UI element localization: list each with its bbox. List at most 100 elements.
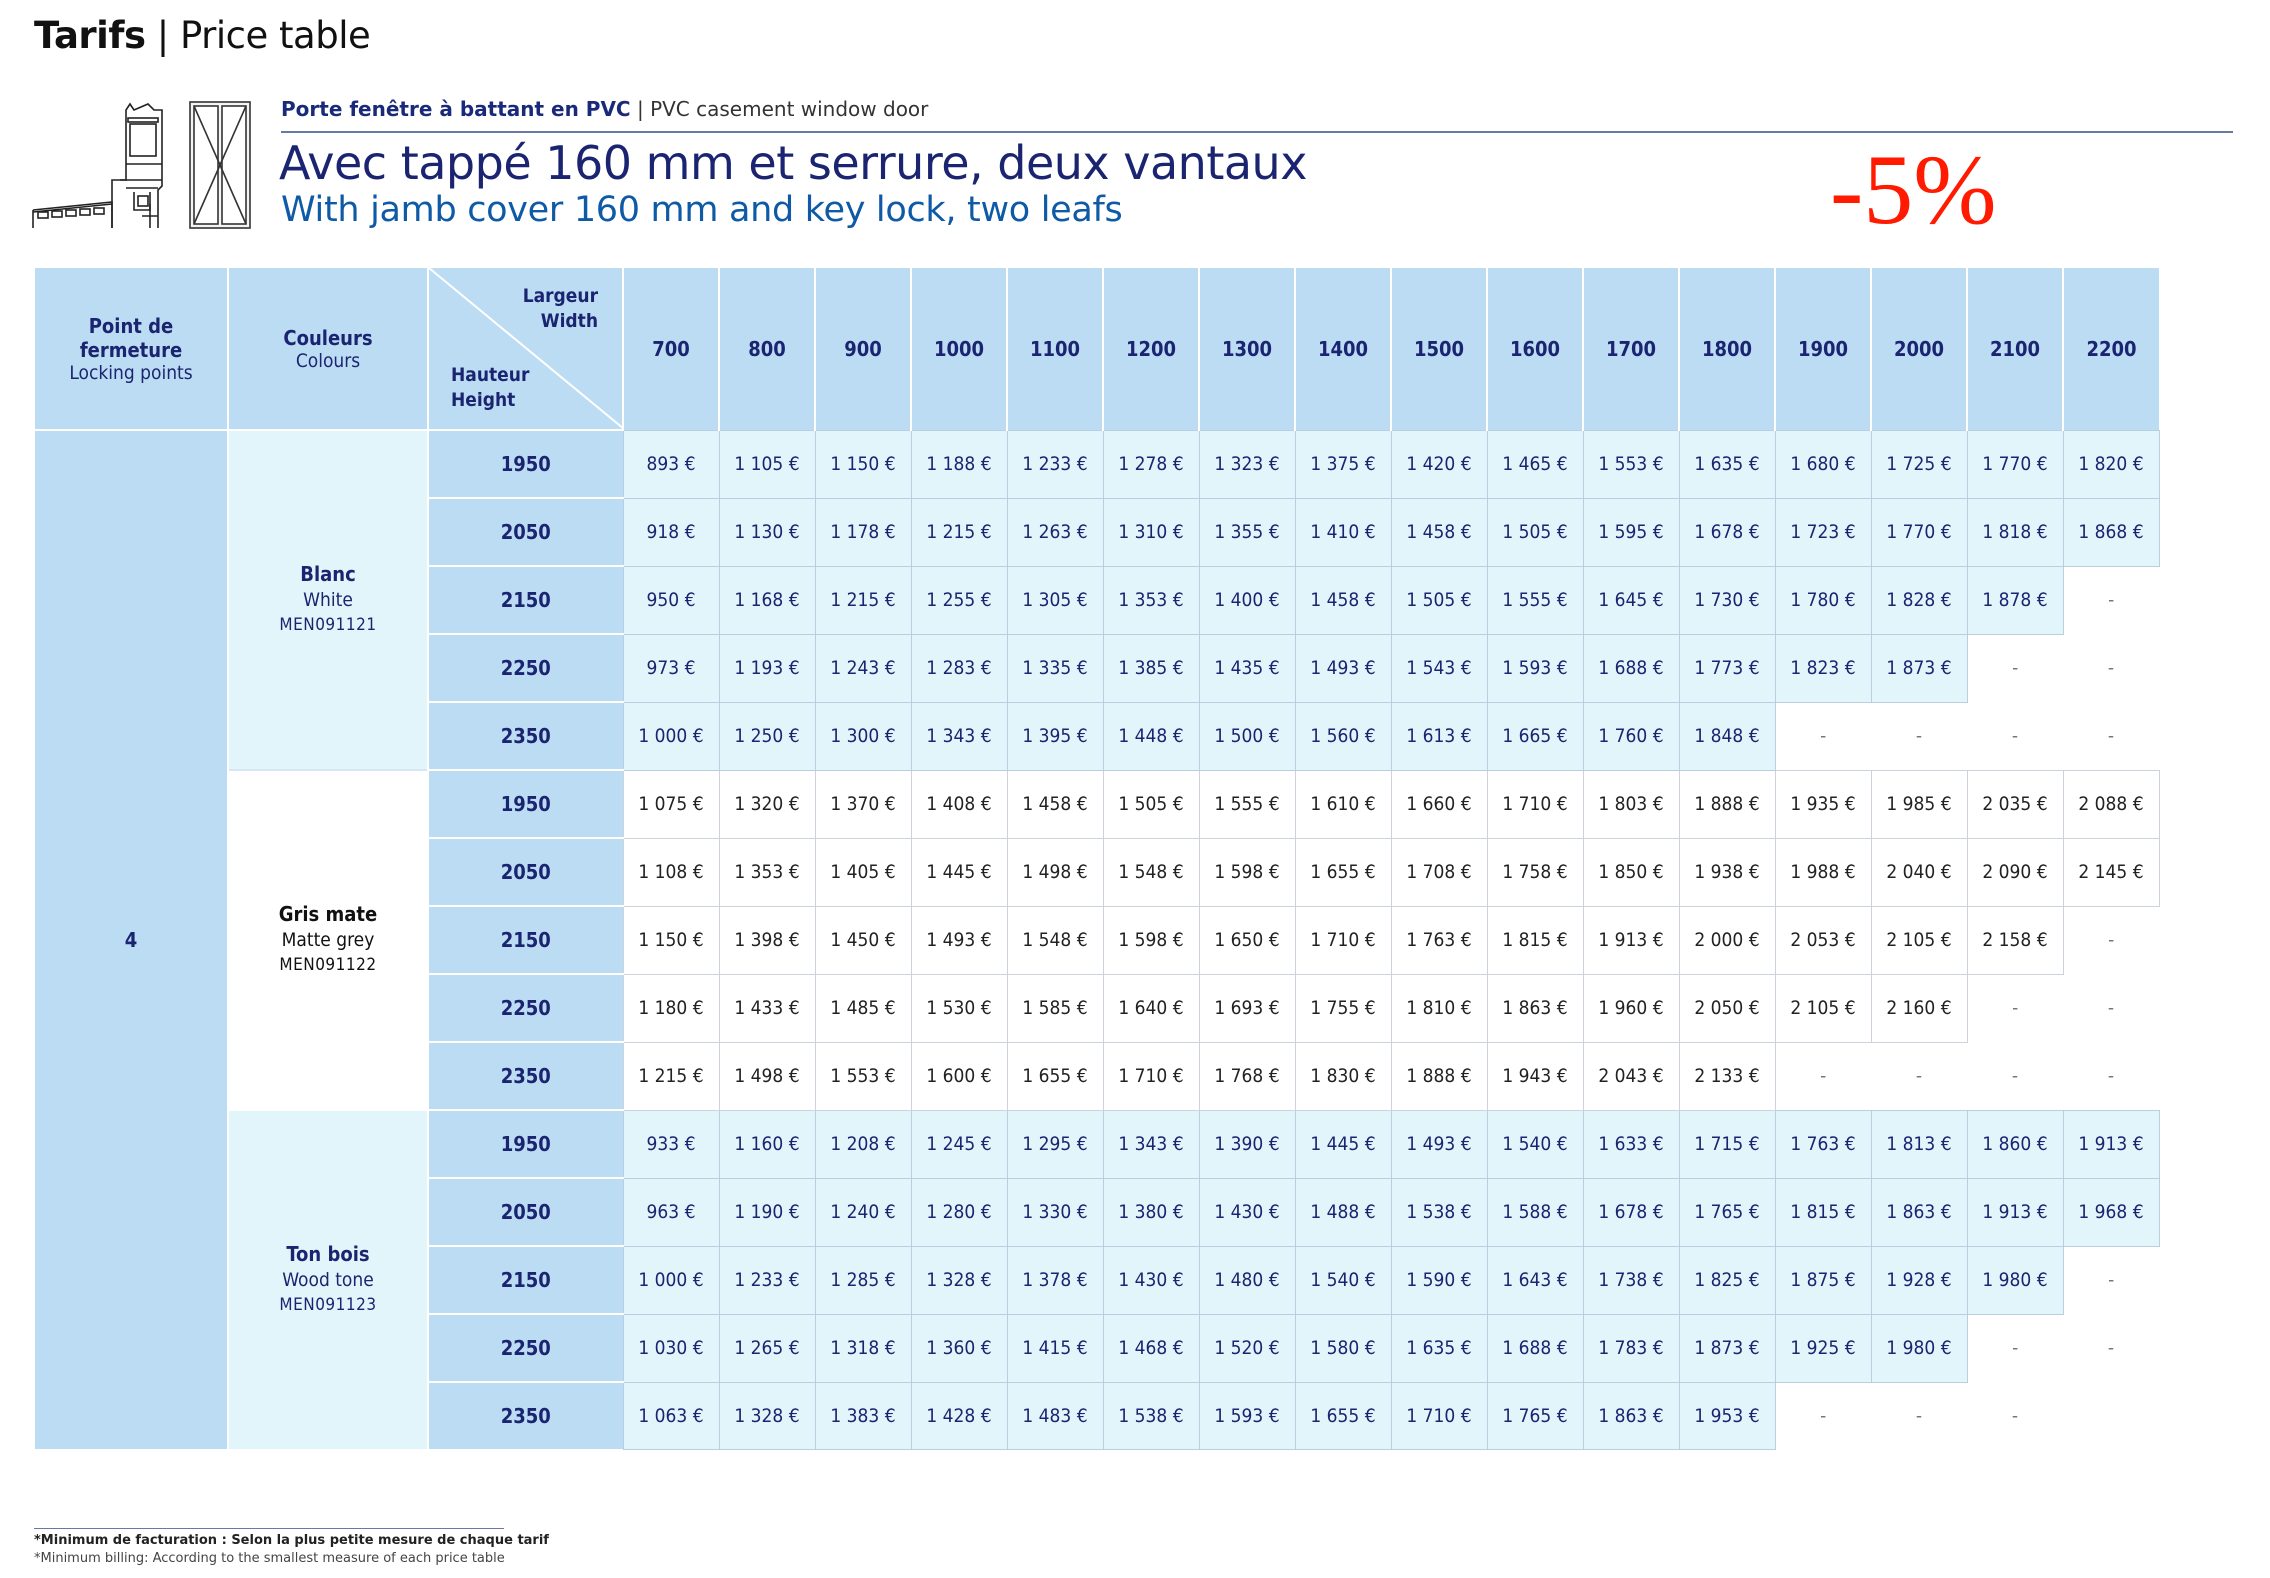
colour-name-en: White: [303, 589, 353, 611]
height-value: 2250: [427, 973, 623, 1042]
price-cell: 1 925 €: [1774, 1313, 1872, 1383]
price-cell: 2 105 €: [1774, 973, 1872, 1043]
price-cell: 1 380 €: [1102, 1177, 1200, 1247]
price-cell: 1 848 €: [1678, 701, 1776, 771]
page-title: Tarifs | Price table: [34, 14, 371, 57]
price-cell: 1 755 €: [1294, 973, 1392, 1043]
width-header: 1400: [1294, 268, 1391, 430]
price-cell: 1 643 €: [1486, 1245, 1584, 1315]
footnote-en: *Minimum billing: According to the small…: [34, 1551, 505, 1566]
price-cell: 1 150 €: [814, 429, 912, 499]
price-cell: 1 245 €: [910, 1109, 1008, 1179]
subtitle-en: PVC casement window door: [650, 97, 929, 121]
price-cell: 1 850 €: [1582, 837, 1680, 907]
unavailable-cell: -: [1871, 1382, 1967, 1449]
price-cell: 1 468 €: [1102, 1313, 1200, 1383]
price-cell: 1 420 €: [1390, 429, 1488, 499]
price-cell: 1 295 €: [1006, 1109, 1104, 1179]
price-cell: 1 765 €: [1486, 1381, 1584, 1450]
price-cell: 1 765 €: [1678, 1177, 1776, 1247]
price-cell: 1 263 €: [1006, 497, 1104, 567]
height-label-en: Height: [451, 389, 516, 411]
width-header: 1800: [1678, 268, 1775, 430]
price-cell: 1 375 €: [1294, 429, 1392, 499]
price-cell: 1 250 €: [718, 701, 816, 771]
price-cell: 1 105 €: [718, 429, 816, 499]
unavailable-cell: -: [1775, 702, 1871, 770]
price-cell: 2 160 €: [1870, 973, 1968, 1043]
price-cell: 1 818 €: [1966, 497, 2064, 567]
price-cell: 1 953 €: [1678, 1381, 1776, 1450]
price-cell: 1 000 €: [622, 701, 720, 771]
header-divider: [281, 131, 2233, 133]
product-title-fr: Avec tappé 160 mm et serrure, deux vanta…: [279, 136, 1307, 190]
price-cell: 1 193 €: [718, 633, 816, 703]
colours-header-en: Colours: [295, 349, 361, 372]
price-cell: 1 445 €: [910, 837, 1008, 907]
price-cell: 1 280 €: [910, 1177, 1008, 1247]
price-cell: 1 498 €: [718, 1041, 816, 1111]
table-row: Gris mate Matte grey MEN091122 1950 1 075 €1…: [35, 769, 2160, 1110]
width-header: 1100: [1006, 268, 1103, 430]
colour-code: MEN091123: [279, 1295, 377, 1315]
price-cell: 1 960 €: [1582, 973, 1680, 1043]
table-row: 4 Blanc White MEN091121 1950 893 €1 105 €1 15…: [35, 429, 2160, 1449]
price-cell: 1 598 €: [1102, 905, 1200, 975]
price-cell: 1 688 €: [1582, 633, 1680, 703]
price-cell: 1 635 €: [1678, 429, 1776, 499]
price-cell: 1 030 €: [622, 1313, 720, 1383]
price-cell: 1 130 €: [718, 497, 816, 567]
price-cell: 1 000 €: [622, 1245, 720, 1315]
price-cell: 1 830 €: [1294, 1041, 1392, 1111]
price-cell: 1 768 €: [1198, 1041, 1296, 1111]
colours-header: Couleurs Colours: [227, 268, 428, 430]
price-cell: 1 913 €: [1582, 905, 1680, 975]
price-cell: 1 770 €: [1966, 429, 2064, 499]
price-cell: 1 655 €: [1294, 1381, 1392, 1450]
price-cell: 1 693 €: [1198, 973, 1296, 1043]
price-cell: 2 133 €: [1678, 1041, 1776, 1111]
price-cell: 1 233 €: [718, 1245, 816, 1315]
product-title-en: With jamb cover 160 mm and key lock, two…: [281, 190, 1123, 230]
price-cell: 1 283 €: [910, 633, 1008, 703]
unavailable-cell: -: [2063, 1042, 2159, 1110]
price-cell: 1 678 €: [1582, 1177, 1680, 1247]
price-cell: 2 088 €: [2062, 769, 2160, 839]
price-cell: 1 400 €: [1198, 565, 1296, 635]
colour-name-en: Matte grey: [281, 929, 375, 951]
height-value: 1950: [427, 769, 623, 838]
price-cell: 1 968 €: [2062, 1177, 2160, 1247]
price-cell: 1 430 €: [1198, 1177, 1296, 1247]
price-cell: 1 215 €: [910, 497, 1008, 567]
price-cell: 1 813 €: [1870, 1109, 1968, 1179]
price-cell: 1 190 €: [718, 1177, 816, 1247]
locking-points-header: Point de fermeture Locking points: [35, 268, 228, 430]
price-cell: 1 580 €: [1294, 1313, 1392, 1383]
price-cell: 1 415 €: [1006, 1313, 1104, 1383]
table-row: 2150 1 150 €1 398 €1 450 €1 493 €1 548 €1…: [35, 905, 2159, 975]
price-cell: 1 410 €: [1294, 497, 1392, 567]
colour-name-fr: Ton bois: [286, 1242, 370, 1266]
price-cell: 1 398 €: [718, 905, 816, 975]
price-cell: 1 493 €: [1294, 633, 1392, 703]
price-cell: 1 825 €: [1678, 1245, 1776, 1315]
price-cell: 1 450 €: [814, 905, 912, 975]
price-cell: 1 555 €: [1486, 565, 1584, 635]
price-cell: 1 678 €: [1678, 497, 1776, 567]
price-cell: 1 243 €: [814, 633, 912, 703]
unavailable-cell: -: [1775, 1382, 1871, 1449]
price-cell: 1 323 €: [1198, 429, 1296, 499]
price-cell: 1 730 €: [1678, 565, 1776, 635]
price-cell: 1 820 €: [2062, 429, 2160, 499]
unavailable-cell: -: [1967, 1042, 2063, 1110]
price-cell: 1 343 €: [910, 701, 1008, 771]
price-cell: 1 328 €: [718, 1381, 816, 1450]
price-cell: 1 985 €: [1870, 769, 1968, 839]
price-cell: 1 710 €: [1294, 905, 1392, 975]
price-cell: 1 763 €: [1774, 1109, 1872, 1179]
unavailable-cell: -: [1967, 702, 2063, 770]
price-cell: 1 485 €: [814, 973, 912, 1043]
unavailable-cell: -: [1967, 1314, 2063, 1382]
table-row: 2050 1 108 €1 353 €1 405 €1 445 €1 498 €1…: [35, 837, 2160, 907]
price-cell: 1 655 €: [1294, 837, 1392, 907]
